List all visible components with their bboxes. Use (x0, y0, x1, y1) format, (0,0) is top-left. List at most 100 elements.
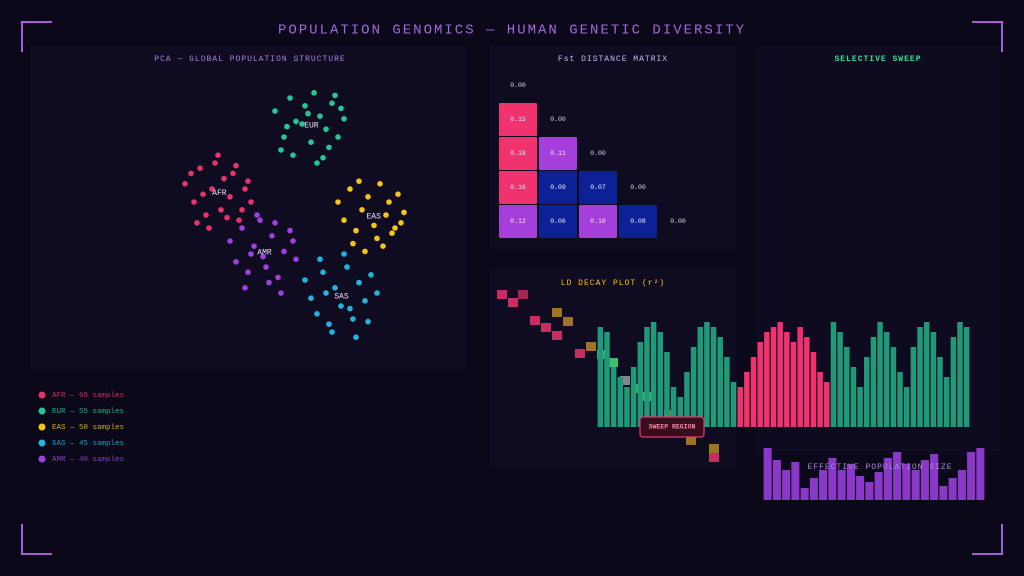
bar (824, 382, 830, 427)
ld-pixel (608, 358, 618, 367)
bar (837, 470, 846, 500)
pca-point (356, 279, 362, 286)
bar (939, 486, 948, 500)
pca-point (338, 303, 344, 309)
pca-point (260, 253, 266, 260)
bar (943, 377, 950, 427)
corner-brackets (21, 21, 1003, 555)
pca-point (254, 212, 260, 218)
page-title: POPULATION GENOMICS — HUMAN GENETIC DIVE… (278, 23, 746, 39)
bar (809, 478, 818, 500)
pca-point (218, 207, 224, 213)
bar (846, 464, 855, 500)
pca-point (389, 230, 395, 236)
pca-point (287, 95, 293, 101)
pca-point (227, 238, 233, 244)
pca-point (308, 295, 314, 302)
ld-pixel (552, 331, 562, 340)
legend-entry: EUR — 55 samples (52, 408, 124, 416)
bar (893, 452, 902, 500)
pca-point (344, 264, 350, 270)
pca-point (188, 170, 194, 177)
pca-point (392, 225, 398, 231)
ld-pixel (686, 436, 696, 445)
bar (957, 470, 966, 500)
legend-swatch (38, 439, 46, 447)
pca-point (320, 155, 326, 161)
pca-point (224, 214, 230, 221)
bar (604, 332, 610, 427)
pca-point (362, 248, 368, 255)
bar (819, 470, 828, 500)
bar (920, 460, 929, 500)
pca-point (350, 240, 356, 247)
pca-point (269, 233, 275, 239)
pca-point (341, 251, 347, 257)
ld-pixel (552, 308, 562, 317)
pca-point (341, 217, 347, 223)
bar (930, 332, 937, 427)
bar (791, 462, 800, 500)
bar (917, 327, 923, 427)
pca-point (356, 178, 362, 184)
pca-point (314, 160, 320, 166)
bar (903, 387, 910, 427)
pca-point (266, 279, 272, 286)
fst-cell-label: 0.12 (510, 218, 526, 225)
fst-cell (499, 103, 537, 136)
legend-entry: AFR — 60 samples (52, 392, 124, 400)
pca-point (386, 199, 392, 205)
pca-point (332, 92, 338, 99)
sweep-title: SELECTIVE SWEEP (834, 55, 921, 64)
bar (830, 322, 837, 427)
corner (21, 21, 52, 52)
pca-point (191, 199, 197, 205)
ld-pixel (518, 290, 528, 299)
bar (967, 452, 976, 500)
pca-point (338, 105, 344, 112)
cluster-label: EUR (304, 121, 319, 130)
fst-diagonal-label: 0.00 (510, 82, 526, 89)
bar (597, 327, 604, 427)
legend-entry: EAS — 50 samples (52, 424, 124, 432)
pca-point (275, 274, 281, 281)
chart-title: Fst DISTANCE MATRIX (558, 55, 668, 64)
bar (704, 322, 710, 427)
fst-cell (499, 171, 537, 204)
pca-point (263, 264, 269, 270)
pca-point (197, 165, 203, 171)
pca-point (395, 191, 401, 197)
bar (670, 387, 677, 427)
annotation: SWEEP REGION (649, 424, 696, 431)
bar (724, 357, 730, 427)
bar (650, 322, 657, 427)
bar (690, 347, 697, 427)
pca-point (239, 207, 245, 213)
ld-pixel (575, 349, 585, 358)
pca-point (251, 243, 257, 249)
pca-point (350, 316, 356, 322)
bar (976, 448, 985, 500)
fst-cell (579, 171, 617, 204)
pca-point (221, 175, 227, 182)
pca-point (368, 272, 374, 278)
pca-point (227, 194, 233, 200)
bar (865, 482, 874, 500)
bar (697, 327, 703, 427)
fst-cell (539, 137, 577, 170)
fst-diagonal-label: 0.00 (630, 184, 646, 191)
pca-point (287, 227, 293, 234)
legend-swatch (38, 455, 46, 463)
corner (972, 524, 1003, 555)
bar (923, 322, 930, 427)
bar (782, 470, 791, 500)
bar (717, 337, 723, 427)
pca-point (308, 139, 314, 145)
bar (790, 342, 797, 427)
bar (810, 352, 817, 427)
bar (710, 327, 717, 427)
fst-cell (499, 137, 537, 170)
bar (784, 332, 790, 427)
ld-pixel (709, 453, 719, 462)
